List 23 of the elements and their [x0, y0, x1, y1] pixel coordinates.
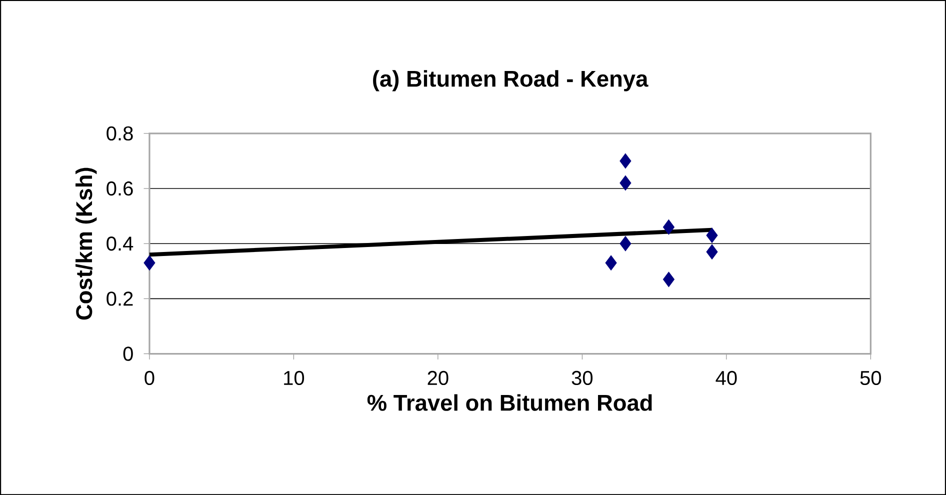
point — [706, 244, 718, 260]
y-tick-label: 0.6 — [106, 181, 133, 196]
x-tick-label: 30 — [572, 370, 593, 385]
chart-title: (a) Bitumen Road - Kenya — [373, 70, 648, 92]
y-tick-label: 0.8 — [106, 126, 133, 140]
point — [620, 236, 632, 252]
x-tick-label: 0 — [144, 370, 154, 385]
y-tick-label: 0.2 — [106, 291, 133, 306]
point — [706, 228, 718, 243]
point — [620, 175, 632, 191]
x-tick-label: 10 — [284, 370, 304, 385]
x-tick-label: 40 — [716, 370, 737, 385]
x-axis-title: % Travel on Bitumen Road — [367, 394, 652, 411]
y-axis-title: Cost/km (Ksh) — [76, 168, 97, 320]
y-tick-label: 0 — [123, 346, 133, 361]
point — [605, 255, 617, 270]
x-tick-label: 20 — [428, 370, 448, 385]
point — [144, 255, 156, 270]
point — [662, 219, 675, 235]
x-tick-label: 50 — [860, 370, 882, 385]
point — [620, 153, 632, 168]
point — [662, 272, 675, 287]
y-tick-label: 0.4 — [106, 236, 134, 251]
